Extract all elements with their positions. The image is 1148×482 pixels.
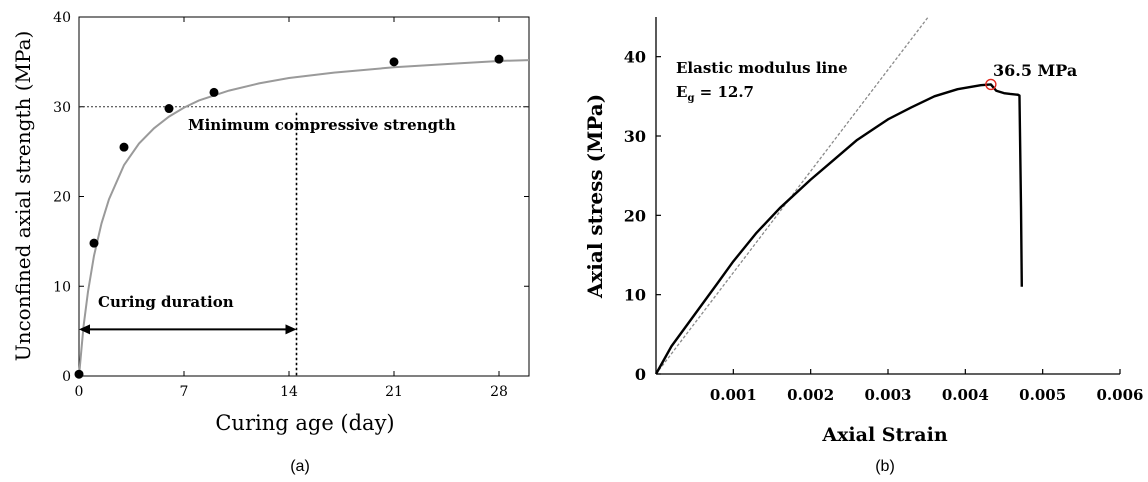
chart-a-axes: 0 7 14 21 28 0 10 20 30 40 [53,10,529,400]
chart-a-duration-arrowhead-left [79,324,90,335]
chart-a-y-axis-label: Unconfined axial strength (MPa) [11,31,35,362]
chart-a-y-tick-label: 20 [53,190,71,206]
chart-a-data-point [494,54,504,64]
chart-b-x-tick-label: 0.006 [1097,386,1144,404]
chart-b-elastic-line-label: Elastic modulus line [676,59,848,77]
chart-b-peak-label: 36.5 MPa [993,61,1077,80]
chart-b-y-axis-label: Axial stress (MPa) [583,94,607,299]
chart-a-data-point [389,57,399,67]
chart-b-x-tick-label: 0.005 [1019,386,1066,404]
chart-a-data-point [209,87,219,97]
chart-b-y-tick-label: 20 [624,206,646,225]
chart-b-x-tick-label: 0.001 [710,386,757,404]
chart-a-y-tick-label: 0 [62,369,71,385]
chart-a-x-tick-label: 14 [280,384,298,400]
chart-a-x-tick-label: 7 [180,384,189,400]
chart-b-y-tick-label: 40 [624,48,646,67]
chart-b-y-tick-label: 30 [624,127,646,146]
chart-a-y-tick-label: 30 [53,100,71,116]
chart-a-plot-frame [78,16,530,377]
chart-a-duration-arrowhead-right [285,324,297,335]
chart-a: 0 7 14 21 28 0 10 20 30 40 Minimum compressive st… [11,10,530,475]
chart-a-data-point [119,142,129,152]
chart-b-modulus-label: Eg = 12.7 [676,83,754,104]
chart-a-x-axis-label: Curing age (day) [215,411,394,435]
chart-b-y-tick-label: 10 [624,286,646,305]
chart-a-data-point [74,369,84,379]
chart-b-data [654,16,1023,375]
chart-b-y-tick-label: 0 [635,365,646,384]
chart-b-x-tick-label: 0.003 [865,386,912,404]
chart-a-y-tick-label: 10 [53,279,71,295]
chart-b-stress-strain-curve [654,83,1023,375]
chart-b-modulus-subscript: g [687,93,694,104]
chart-b-modulus-value: = 12.7 [694,83,754,101]
chart-a-x-tick-label: 21 [385,384,403,400]
chart-b-x-axis-label: Axial Strain [821,424,947,446]
chart-a-data-point [164,104,174,114]
chart-b-panel-label: (b) [875,458,895,475]
chart-a-x-tick-label: 28 [490,384,508,400]
chart-a-data [74,54,530,379]
chart-a-y-tick-label: 40 [53,10,71,26]
chart-b: 0.001 0.002 0.003 0.004 0.005 0.006010203040 … [583,16,1144,475]
chart-a-data-point [89,238,99,248]
chart-a-x-tick-label: 0 [75,384,84,400]
chart-a-curing-duration-label: Curing duration [98,293,234,311]
chart-b-peak-marker [985,78,997,91]
chart-a-panel-label: (a) [290,458,310,475]
chart-a-reference-label: Minimum compressive strength [188,116,456,134]
chart-b-axes: 0.001 0.002 0.003 0.004 0.005 0.006 0 10 20 30 40 [624,48,1144,404]
chart-b-x-tick-label: 0.002 [787,386,834,404]
chart-a-fit-curve [78,59,530,377]
chart-b-x-tick-label: 0.004 [942,386,989,404]
chart-b-modulus-symbol: E [676,83,687,101]
